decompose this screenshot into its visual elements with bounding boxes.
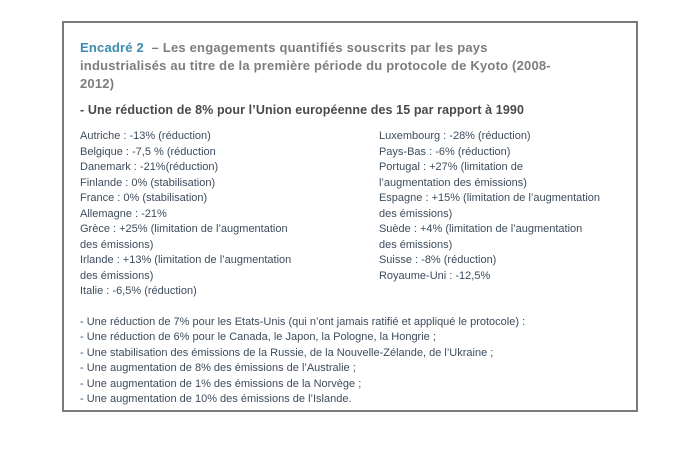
country-entry: France : 0% (stabilisation) xyxy=(80,192,208,204)
country-entry: Finlande : 0% (stabilisation) xyxy=(80,176,216,189)
country-column-left: Autriche : -13% (réduction) Belgique : -7… xyxy=(80,129,379,300)
commitment-line: - Une stabilisation des émissions de la … xyxy=(80,346,494,359)
eu-reduction-heading: - Une réduction de 8% pour l’Union europ… xyxy=(80,103,525,117)
country-columns: Autriche : -13% (réduction) Belgique : -7… xyxy=(80,129,622,300)
country-entry: Suède : +4% (limitation de l’augmentatio… xyxy=(378,223,583,251)
commitment-line: - Une réduction de 6% pour le Canada, le… xyxy=(80,331,436,343)
country-entry: Royaume-Uni : -12,5% xyxy=(378,269,491,282)
other-commitments-list: - Une réduction de 7% pour les Etats-Uni… xyxy=(80,315,622,408)
encadre-box: Encadré 2 – Les engagements quantifiés s… xyxy=(62,21,638,412)
country-entry: Grèce : +25% (limitation de l’augmentati… xyxy=(80,223,288,251)
country-entry: Danemark : -21%(réduction) xyxy=(80,161,219,173)
country-entry: Pays-Bas : -6% (réduction) xyxy=(378,145,511,158)
country-entry: Irlande : +13% (limitation de l’augmenta… xyxy=(80,254,292,282)
country-entry: Espagne : +15% (limitation de l’augmenta… xyxy=(378,192,601,220)
commitment-line: - Une réduction de 7% pour les Etats-Uni… xyxy=(80,315,526,328)
commitment-line: - Une augmentation de 8% des émissions d… xyxy=(80,362,356,374)
country-entry: Italie : -6,5% (réduction) xyxy=(80,285,197,297)
country-entry: Autriche : -13% (réduction) xyxy=(80,130,211,142)
country-column-right: Luxembourg : -28% (réduction) Pays-Bas : … xyxy=(379,129,622,300)
box-title-text: – Les engagements quantifiés souscrits p… xyxy=(80,40,551,91)
commitment-line: - Une augmentation de 10% des émissions … xyxy=(80,393,352,405)
country-entry: Allemagne : -21% xyxy=(80,207,167,220)
country-entry: Luxembourg : -28% (réduction) xyxy=(378,130,531,142)
box-title: Encadré 2 – Les engagements quantifiés s… xyxy=(80,39,622,93)
commitment-line: - Une augmentation de 1% des émissions d… xyxy=(80,377,362,390)
country-entry: Portugal : +27% (limitation de l’augment… xyxy=(378,161,527,189)
box-label: Encadré 2 xyxy=(80,40,144,55)
country-entry: Belgique : -7,5 % (réduction xyxy=(80,145,216,158)
country-entry: Suisse : -8% (réduction) xyxy=(378,254,497,266)
